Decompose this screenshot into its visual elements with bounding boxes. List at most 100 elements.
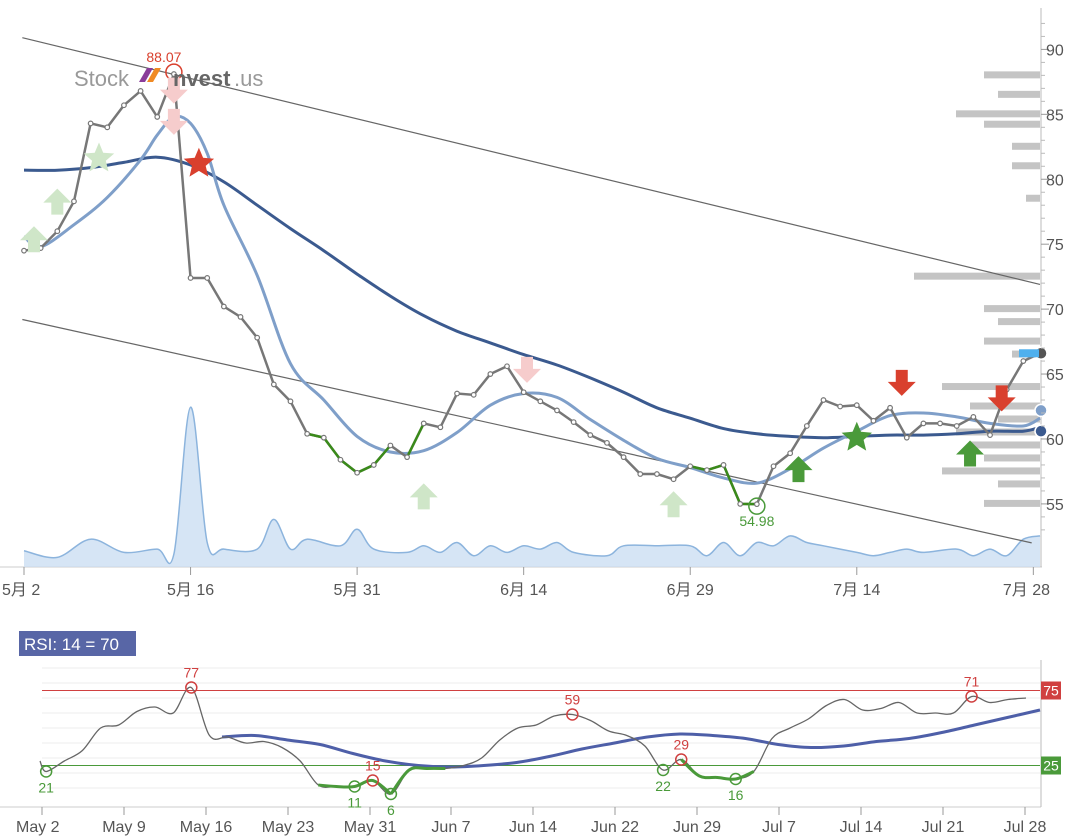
price-point	[637, 471, 644, 477]
price-point	[154, 114, 161, 120]
buy-arrow-icon	[659, 491, 688, 518]
profile-bar	[1012, 142, 1040, 150]
watermark-logo: Stock nvest .us	[74, 66, 263, 91]
channel-upper-line	[22, 37, 1041, 286]
price-point	[570, 419, 577, 425]
main-axes: 55 60 65 70 75 80 85 90 5月 2 5月 16 5月 31 6月 14 6月 29…	[2, 22, 1064, 599]
price-point	[703, 467, 710, 474]
price-point	[870, 417, 877, 424]
price-point	[837, 403, 844, 410]
price-point	[537, 398, 544, 405]
price-line: 88.07 54.98	[21, 49, 1048, 529]
rsi-marker	[965, 690, 978, 703]
profile-bar	[998, 90, 1040, 98]
price-point	[354, 469, 361, 476]
volume-line	[23, 406, 1041, 565]
profile-bar	[984, 454, 1040, 462]
price-point	[953, 423, 960, 429]
low-label: 54.98	[739, 513, 774, 529]
last-fast-ma-dot	[1034, 403, 1048, 418]
rsi-x-tick-label: Jul 7	[762, 819, 796, 836]
y-tick-label: 65	[1046, 367, 1064, 384]
profile-bar	[914, 272, 1040, 280]
y-tick-label: 75	[1046, 237, 1064, 254]
price-point	[920, 420, 927, 427]
rsi-upper-badge	[1041, 681, 1061, 700]
rsi-oversold-segment	[389, 766, 446, 795]
logo-text-stock: Stock	[74, 66, 130, 91]
price-point	[504, 363, 510, 370]
channel-lower-line	[22, 318, 1032, 544]
price-point	[737, 501, 744, 507]
rsi-marker	[348, 780, 361, 793]
rsi-x-tick-label: Jun 7	[431, 819, 470, 836]
price-point	[71, 198, 77, 205]
price-point	[937, 420, 943, 427]
rsi-marker-label: 15	[365, 758, 381, 774]
price-point	[137, 88, 144, 94]
profile-bar	[1026, 194, 1040, 202]
price-point	[420, 420, 427, 427]
buy-star-icon	[83, 142, 115, 172]
price-point	[237, 314, 244, 320]
rsi-grid	[0, 660, 1042, 808]
price-point	[970, 413, 977, 420]
volume-profile	[914, 71, 1040, 507]
rsi-marker	[39, 765, 53, 778]
price-oversold-segment	[405, 422, 425, 458]
rsi-x-tick-label: May 23	[262, 819, 315, 836]
y-tick-label: 85	[1046, 107, 1064, 124]
rsi-panel: 75 25 21 77 11 15 6 59 22 29 16 71	[38, 665, 1061, 818]
profile-bar	[984, 71, 1040, 79]
sell-arrow-icon	[159, 77, 188, 104]
price-point	[404, 454, 410, 461]
profile-bar	[984, 120, 1040, 128]
logo-text-nvest: nvest	[173, 66, 231, 91]
rsi-marker-label: 29	[673, 737, 689, 753]
signal-markers	[19, 77, 1016, 518]
x-tick-label: 7月 14	[833, 582, 880, 599]
price-point	[720, 462, 727, 468]
main-grid	[0, 8, 1042, 568]
rsi-x-tick-label: Jul 14	[840, 819, 883, 836]
profile-bar	[1012, 162, 1040, 170]
price-point	[604, 439, 610, 446]
price-point	[470, 391, 477, 398]
profile-bar	[998, 480, 1040, 488]
rsi-marker-label: 59	[565, 692, 581, 708]
rsi-marker-label: 21	[38, 780, 54, 796]
price-point	[887, 404, 893, 411]
price-point	[320, 434, 327, 441]
price-point	[21, 247, 27, 254]
rsi-oversold-segment	[680, 758, 755, 781]
rsi-x-tick-label: May 16	[180, 819, 233, 836]
rsi-x-tick-label: May 31	[344, 819, 397, 836]
price-point	[903, 434, 910, 441]
price-point	[87, 120, 94, 127]
price-point	[1020, 358, 1027, 364]
price-point	[787, 450, 794, 457]
rsi-line	[39, 686, 1027, 795]
rsi-x-tick-label: Jul 28	[1004, 819, 1047, 836]
rsi-marker-label: 16	[728, 787, 744, 803]
price-point	[753, 501, 760, 508]
profile-bar	[984, 337, 1040, 345]
buy-arrow-icon	[956, 440, 985, 467]
price-point	[554, 407, 560, 414]
price-point	[820, 397, 827, 403]
volume-fill	[24, 407, 1040, 567]
rsi-lower-label: 25	[1043, 758, 1059, 774]
rsi-upper-label: 75	[1043, 683, 1059, 699]
price-series-line	[23, 73, 1041, 506]
price-point	[387, 442, 394, 449]
price-point	[337, 456, 344, 463]
rsi-marker	[566, 708, 579, 721]
rsi-marker	[729, 772, 742, 786]
logo-icon	[139, 68, 161, 82]
price-point	[104, 124, 111, 131]
price-point	[287, 398, 294, 405]
price-point	[670, 476, 677, 483]
price-point	[121, 102, 127, 109]
profile-bar	[984, 499, 1040, 507]
